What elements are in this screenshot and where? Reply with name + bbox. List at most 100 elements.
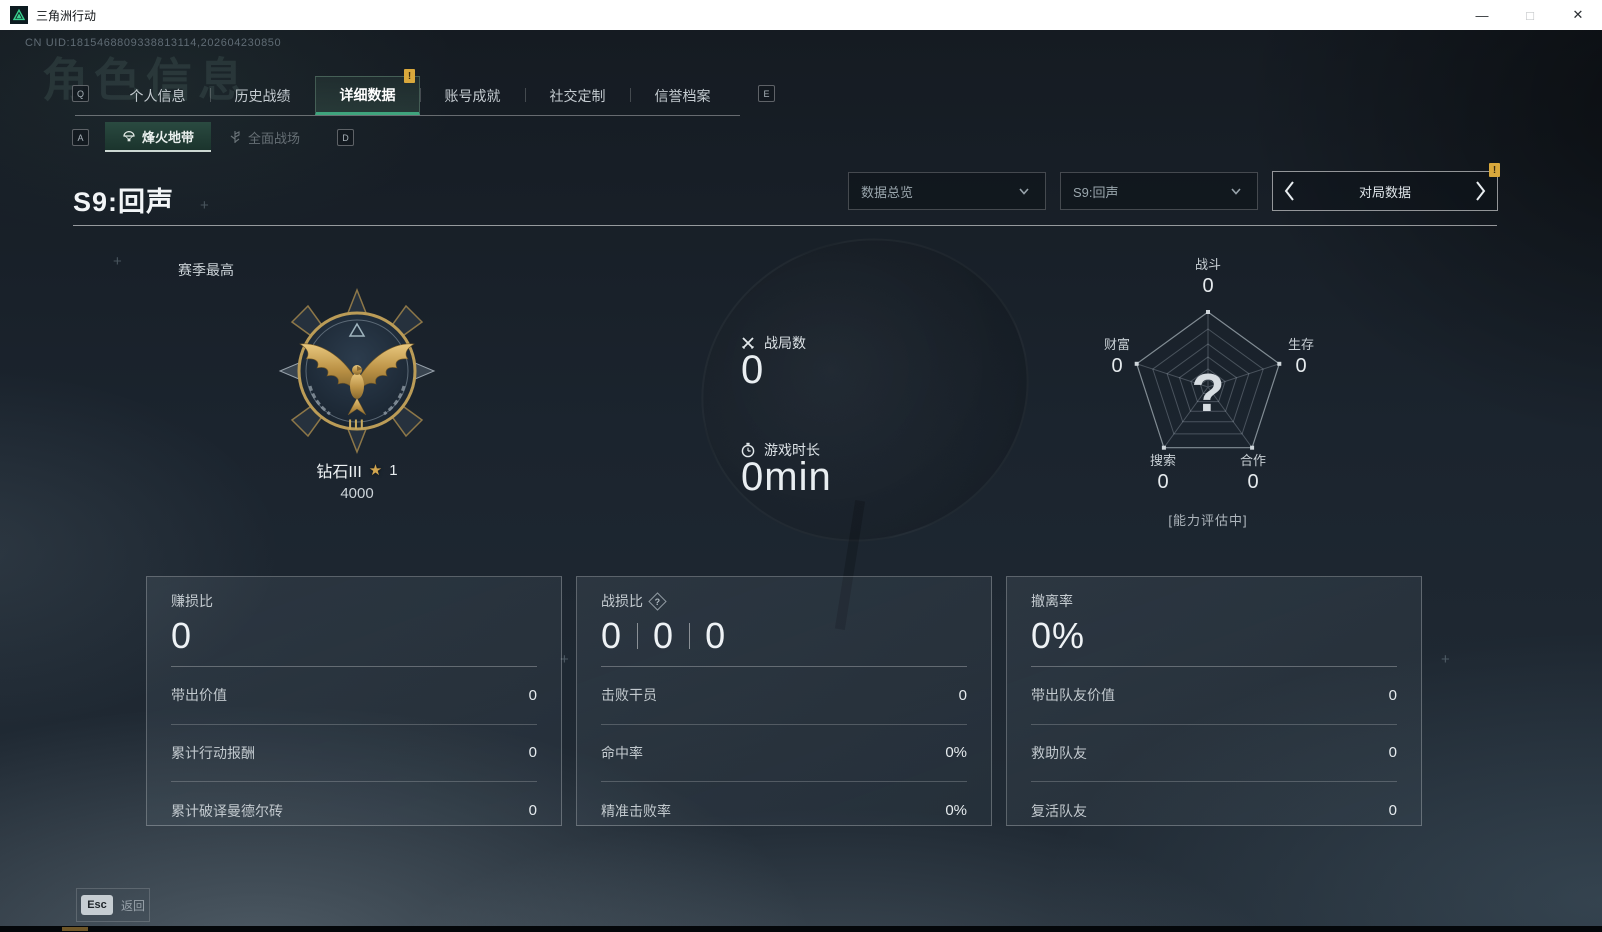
card-title: 战损比 xyxy=(601,593,643,609)
tab-history[interactable]: 历史战绩 xyxy=(210,76,315,115)
main-area: 角色信息 CN UID:1815468809338813114,20260423… xyxy=(0,30,1602,926)
alert-badge-icon: ! xyxy=(1489,163,1500,177)
match-data-pager-label[interactable]: 对局数据 xyxy=(1358,184,1411,200)
row-label: 累计破译曼德尔砖 xyxy=(171,802,283,819)
tab-personal-info[interactable]: 个人信息 xyxy=(129,87,186,104)
card-title: 撤离率 xyxy=(1031,593,1073,609)
rank-star-icon: ★ xyxy=(368,462,383,479)
radar-axis-coop: 合作 xyxy=(1239,453,1266,468)
row-value: 0 xyxy=(1388,686,1397,704)
radar-axis-combat: 战斗 xyxy=(1194,257,1221,272)
battlefield-icon xyxy=(230,131,240,143)
radar-value-wealth: 0 xyxy=(1111,355,1123,377)
data-overview-dropdown[interactable]: 数据总览 xyxy=(848,172,1046,210)
row-label: 精准击败率 xyxy=(601,802,671,819)
subtab-hazard-zone-label: 烽火地带 xyxy=(141,129,194,145)
app-logo-icon xyxy=(10,6,28,24)
tab-detailed-data-label: 详细数据 xyxy=(339,86,396,103)
battles-label: 战局数 xyxy=(764,335,806,351)
rank-medal-icon: III xyxy=(272,286,442,456)
maximize-button[interactable]: □ xyxy=(1526,7,1534,23)
window-titlebar: 三角洲行动 — □ ✕ xyxy=(0,0,1602,30)
radar-axis-survival: 生存 xyxy=(1287,337,1314,352)
row-value: 0% xyxy=(945,744,967,762)
table-row: 累计行动报酬 0 xyxy=(171,725,537,782)
back-button[interactable]: Esc 返回 xyxy=(76,888,150,922)
alert-badge-icon: ! xyxy=(404,69,415,83)
row-value: 0 xyxy=(1388,744,1397,762)
subtab-full-battlefield-label: 全面战场 xyxy=(247,130,300,146)
radar-value-search: 0 xyxy=(1157,471,1169,493)
bottom-amber-mark xyxy=(62,927,88,931)
card-profit-loss: 赚损比 0 带出价值 0 累计行动报酬 0 累计破译曼德尔砖 0 xyxy=(146,576,562,826)
key-hint-e: E xyxy=(758,85,775,102)
extraction-icon xyxy=(123,131,135,142)
tab-row-underline xyxy=(75,115,740,116)
tab-achievements[interactable]: 账号成就 xyxy=(420,76,525,115)
tab-detailed-data[interactable]: 详细数据 ! xyxy=(315,69,420,115)
battles-value: 0 xyxy=(741,348,765,392)
playtime-value: 0min xyxy=(741,455,832,499)
rank-star-count: 1 xyxy=(389,461,398,479)
decor-plus: + xyxy=(200,197,209,214)
chevron-left-icon[interactable] xyxy=(1283,180,1296,202)
tab-social[interactable]: 社交定制 xyxy=(525,76,630,115)
bottom-strip xyxy=(0,926,1602,932)
radar-value-survival: 0 xyxy=(1295,355,1307,377)
minimize-button[interactable]: — xyxy=(1475,7,1489,23)
decor-plus: + xyxy=(1441,651,1450,668)
table-row: 击败干员 0 xyxy=(601,667,967,725)
chevron-right-icon[interactable] xyxy=(1474,180,1487,202)
card-divider xyxy=(171,666,537,667)
radar-value-combat: 0 xyxy=(1202,275,1214,297)
playtime-label: 游戏时长 xyxy=(764,442,820,458)
table-row: 救助队友 0 xyxy=(1031,725,1397,782)
window-title: 三角洲行动 xyxy=(36,8,97,23)
help-icon[interactable]: ? xyxy=(648,591,667,611)
key-hint-d: D xyxy=(337,129,354,146)
row-value: 0 xyxy=(958,686,967,704)
tab-reputation[interactable]: 信誉档案 xyxy=(630,76,735,115)
table-row: 带出队友价值 0 xyxy=(1031,667,1397,725)
ability-radar-chart: 战斗 0 生存 0 合作 0 搜索 0 财富 0 xyxy=(1075,252,1341,542)
key-hint-q: Q xyxy=(72,85,89,102)
background-dish-art xyxy=(661,196,1069,584)
row-label: 带出队友价值 xyxy=(1031,687,1115,704)
card-title: 赚损比 xyxy=(171,593,213,609)
section-divider xyxy=(73,225,1497,226)
row-label: 击败干员 xyxy=(601,687,657,704)
card-extraction-rate: 撤离率 0% 带出队友价值 0 救助队友 0 复活队友 0 xyxy=(1006,576,1422,826)
chevron-down-icon xyxy=(1231,188,1241,195)
decor-plus: + xyxy=(113,253,122,270)
table-row: 带出价值 0 xyxy=(171,667,537,725)
row-label: 命中率 xyxy=(601,744,643,761)
row-label: 累计行动报酬 xyxy=(171,744,255,761)
close-button[interactable]: ✕ xyxy=(1572,7,1584,22)
svg-text:III: III xyxy=(348,416,366,432)
rank-points: 4000 xyxy=(340,485,374,502)
season-best-label: 赛季最高 xyxy=(178,262,234,278)
radar-unknown-mark: ? xyxy=(1192,363,1225,423)
radar-value-coop: 0 xyxy=(1247,471,1259,493)
row-value: 0 xyxy=(528,686,537,704)
clock-icon xyxy=(741,442,755,458)
radar-axis-search: 搜索 xyxy=(1149,453,1176,468)
back-label: 返回 xyxy=(121,898,146,913)
subtab-hazard-zone[interactable]: 烽火地带 xyxy=(105,122,211,152)
row-value: 0 xyxy=(1388,802,1397,820)
mode-subtabs: 烽火地带 全面战场 xyxy=(105,122,317,152)
radar-web: ? xyxy=(1134,310,1282,450)
season-select-dropdown[interactable]: S9:回声 xyxy=(1060,172,1258,210)
row-label: 带出价值 xyxy=(171,687,227,704)
card-big-value: 0% xyxy=(1031,615,1086,656)
row-value: 0% xyxy=(945,802,967,820)
row-label: 救助队友 xyxy=(1031,744,1087,761)
table-row: 复活队友 0 xyxy=(1031,782,1397,840)
rank-name: 钻石III xyxy=(316,464,362,481)
subtab-full-battlefield[interactable]: 全面战场 xyxy=(211,122,317,152)
chevron-down-icon xyxy=(1019,188,1029,195)
table-row: 累计破译曼德尔砖 0 xyxy=(171,782,537,840)
radar-note: [能力评估中] xyxy=(1168,513,1248,528)
